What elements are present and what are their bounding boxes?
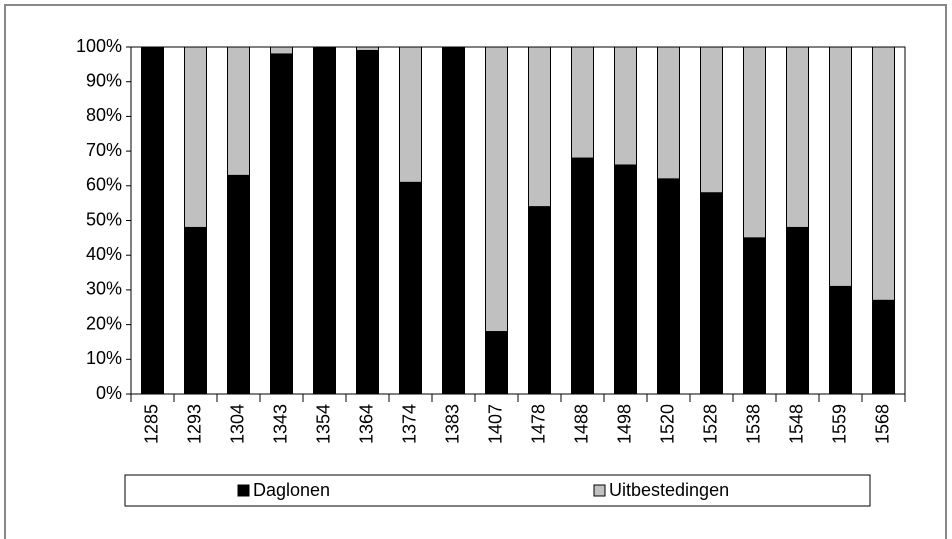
x-tick-label: 1304 (227, 404, 247, 444)
bar-segment (184, 46, 207, 228)
bar-segment (313, 46, 336, 395)
bar-segment (614, 46, 637, 166)
bar-segment (700, 46, 723, 194)
bar-segment (743, 237, 766, 395)
y-tick-label: 80% (86, 105, 122, 125)
bar-segment (571, 46, 594, 159)
bar-segment (571, 157, 594, 395)
x-tick-label: 1498 (614, 404, 634, 444)
bar-segment (227, 46, 250, 176)
x-tick-label: 1407 (485, 404, 505, 444)
y-tick-label: 50% (86, 209, 122, 229)
y-tick-label: 30% (86, 279, 122, 299)
x-tick-label: 1548 (786, 404, 806, 444)
y-tick-label: 60% (86, 175, 122, 195)
bar-segment (657, 46, 680, 180)
x-tick-label: 1528 (700, 404, 720, 444)
bar-segment (399, 46, 422, 183)
bar-segment (485, 46, 508, 333)
bar-segment (485, 331, 508, 395)
legend-label: Uitbestedingen (609, 480, 729, 500)
bar-segment (829, 285, 852, 395)
bar-segment (743, 46, 766, 239)
bar-segment (872, 299, 895, 395)
bar-segment (614, 164, 637, 395)
bar-segment (786, 46, 809, 228)
x-tick-label: 1568 (872, 404, 892, 444)
bar-segment (786, 226, 809, 395)
y-tick-label: 0% (96, 383, 122, 403)
bar-segment (356, 49, 379, 395)
y-tick-label: 90% (86, 70, 122, 90)
y-tick-label: 70% (86, 140, 122, 160)
x-tick-label: 1293 (184, 404, 204, 444)
x-tick-label: 1520 (657, 404, 677, 444)
y-tick-label: 10% (86, 348, 122, 368)
bar-segment (528, 46, 551, 208)
y-tick-label: 20% (86, 313, 122, 333)
x-tick-label: 1383 (442, 404, 462, 444)
legend-swatch (593, 484, 606, 497)
bar-segment (399, 181, 422, 395)
bar-segment (270, 53, 293, 395)
bar-segment (829, 46, 852, 287)
legend-label: Daglonen (253, 480, 330, 500)
bar-segment (657, 178, 680, 395)
bar-segment (872, 46, 895, 301)
bar-segment (356, 46, 379, 51)
x-tick-label: 1354 (313, 404, 333, 444)
x-tick-label: 1488 (571, 404, 591, 444)
x-tick-label: 1538 (743, 404, 763, 444)
x-tick-label: 1343 (270, 404, 290, 444)
chart-frame (4, 4, 947, 539)
legend-box (124, 474, 871, 507)
x-tick-label: 1478 (528, 404, 548, 444)
x-tick-label: 1285 (141, 404, 161, 444)
y-tick-label: 100% (76, 36, 122, 56)
y-tick-label: 40% (86, 244, 122, 264)
x-tick-label: 1559 (829, 404, 849, 444)
legend-swatch (237, 484, 250, 497)
bar-segment (184, 226, 207, 395)
bar-segment (270, 46, 293, 55)
bar-segment (227, 174, 250, 395)
x-tick-label: 1374 (399, 404, 419, 444)
x-tick-label: 1364 (356, 404, 376, 444)
bar-segment (141, 46, 164, 395)
bar-segment (700, 192, 723, 395)
bar-segment (528, 206, 551, 395)
bar-segment (442, 46, 465, 395)
